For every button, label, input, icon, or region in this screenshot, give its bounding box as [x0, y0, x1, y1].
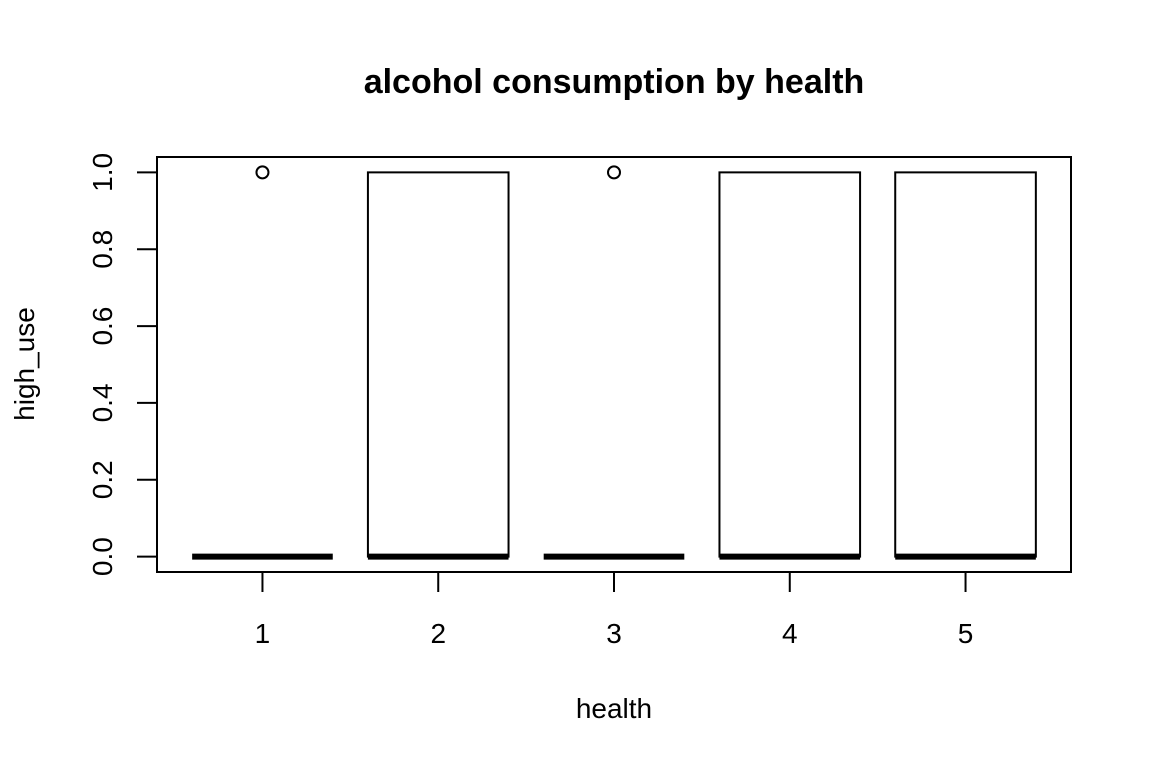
y-tick-label: 0.2	[87, 460, 118, 499]
y-tick-label: 1.0	[87, 153, 118, 192]
x-tick-label: 5	[958, 618, 974, 649]
boxes-layer	[192, 165, 1037, 560]
plot-frame	[156, 156, 1072, 573]
y-axis-label: high_use	[9, 307, 40, 421]
box-1	[192, 165, 333, 560]
x-axis-label: health	[576, 693, 652, 724]
box-rect	[894, 171, 1037, 558]
y-axis: 0.0 0.2 0.4 0.6 0.8 1.0	[87, 153, 158, 576]
x-tick-label: 1	[255, 618, 271, 649]
box-rect	[366, 171, 510, 558]
x-tick-label: 4	[782, 618, 798, 649]
y-tick-label: 0.0	[87, 537, 118, 576]
y-tick-label: 0.4	[87, 383, 118, 422]
y-tick-label: 0.6	[87, 307, 118, 346]
x-axis: 1 2 3 4 5	[255, 572, 974, 649]
x-tick-label: 3	[606, 618, 622, 649]
box-5	[894, 171, 1037, 560]
outlier-point	[255, 165, 270, 180]
box-3	[543, 165, 685, 560]
box-rect	[718, 171, 862, 558]
outlier-point	[607, 165, 621, 180]
x-tick-label: 2	[430, 618, 446, 649]
box-2	[366, 171, 510, 560]
box-4	[718, 171, 862, 560]
chart-title: alcohol consumption by health	[364, 63, 865, 101]
y-tick-label: 0.8	[87, 230, 118, 269]
